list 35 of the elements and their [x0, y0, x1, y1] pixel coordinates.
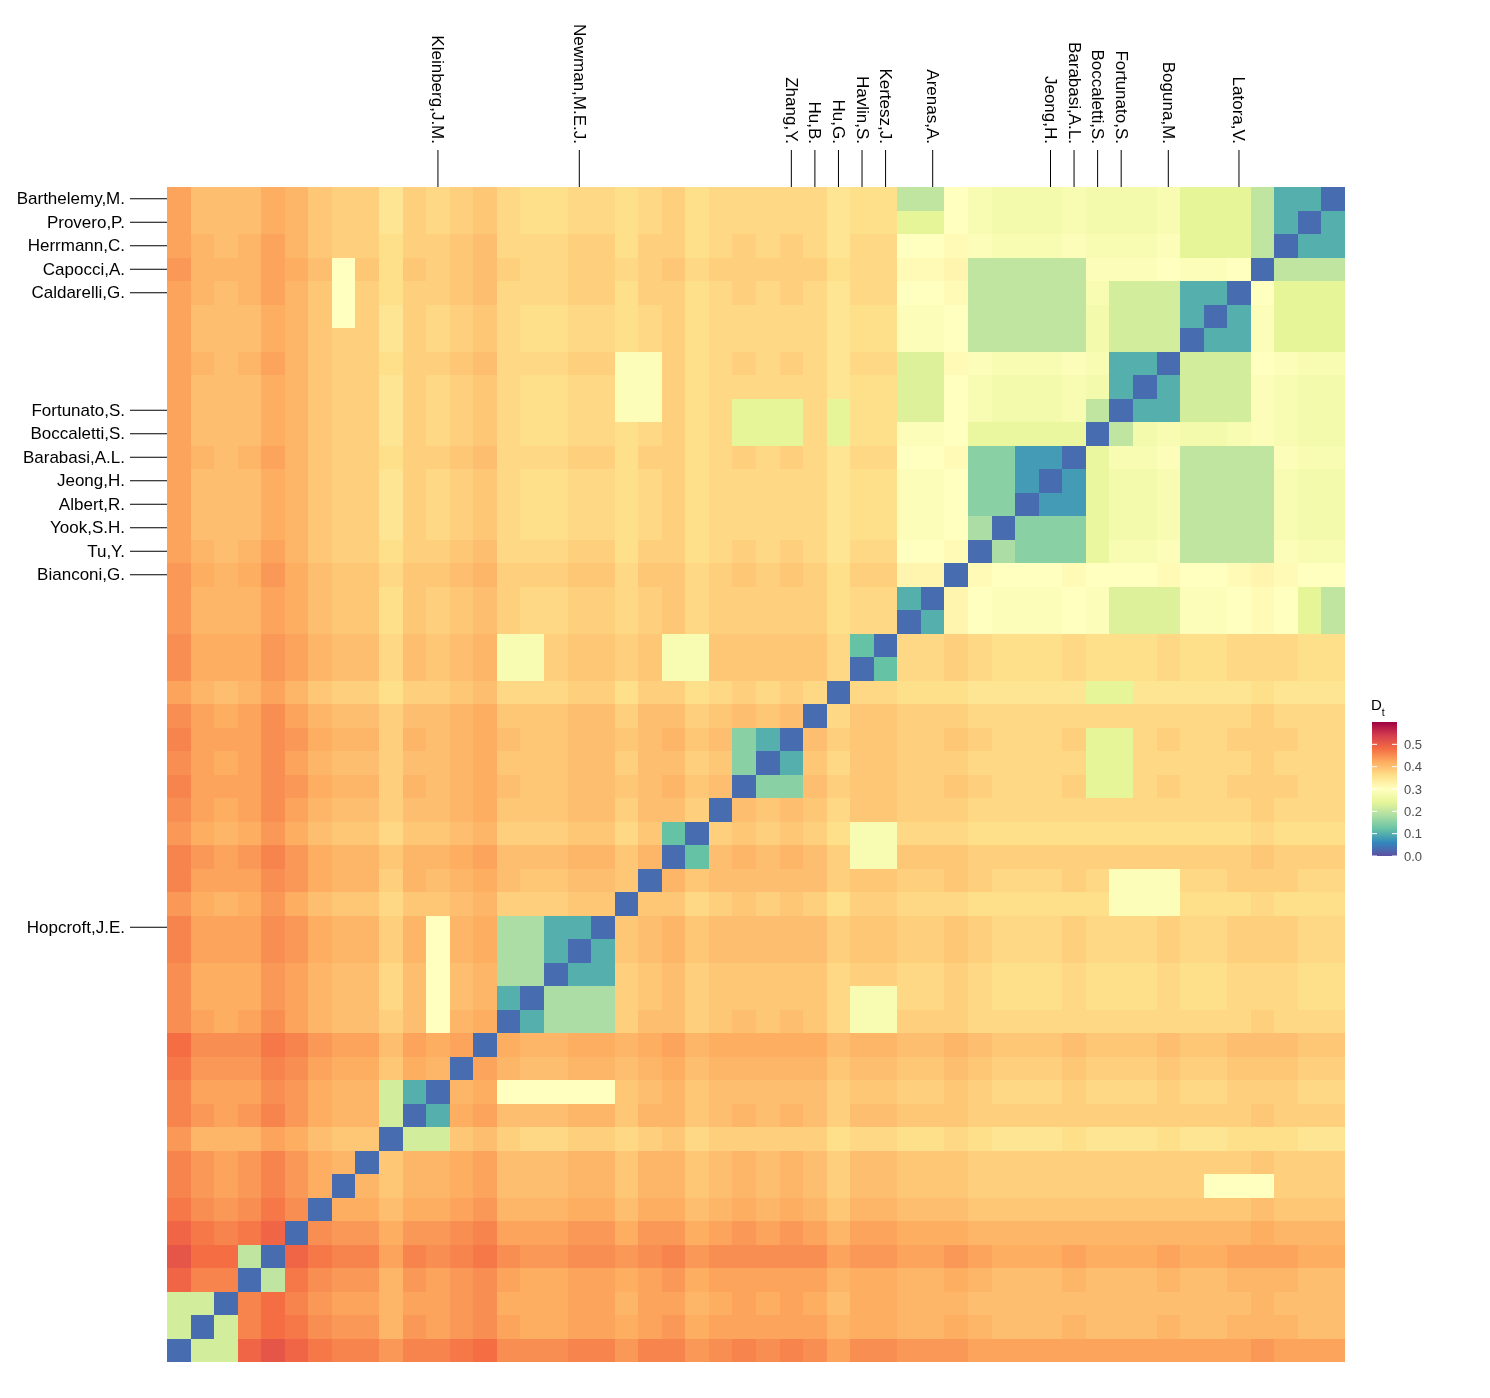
x-tick-label: Hu,G.	[828, 99, 848, 144]
color-bar-label: 0.3	[1404, 781, 1423, 797]
y-tick-label: Caldarelli,G.	[31, 283, 125, 303]
x-tick-label: Arenas,A.	[923, 69, 943, 144]
y-tick-label: Barabasi,A.L.	[22, 447, 125, 467]
y-tick-label: Hopcroft,J.E.	[26, 917, 125, 937]
x-tick-label: Boccaletti,S.	[1088, 49, 1108, 144]
color-bar-title: D$_{t}$	[1371, 696, 1385, 718]
y-tick-label: Provero,P.	[46, 212, 125, 232]
y-tick-label: Herrmann,C.	[27, 236, 125, 256]
x-tick-label: Kertesz,J.	[876, 68, 896, 144]
y-tick-label: Boccaletti,S.	[30, 424, 125, 444]
x-tick-label: Latora,V.	[1229, 76, 1249, 144]
y-tick-label: Jeong,H.	[56, 471, 125, 491]
x-tick-label: Boguna,M.	[1158, 61, 1178, 144]
x-tick-label: Jeong,H.	[1041, 75, 1060, 144]
x-tick-label: Zhang,Y.	[781, 77, 801, 144]
color-bar-label: 0.5	[1404, 736, 1423, 752]
y-tick-label: Yook,S.H.	[50, 518, 125, 538]
y-tick-label: Capocci,A.	[42, 259, 125, 279]
y-tick-label: Tu,Y.	[87, 541, 125, 561]
y-tick-label: Fortunato,S.	[31, 400, 125, 420]
x-tick-label: Kleinberg,J.M.	[428, 35, 448, 144]
x-tick-label: Barabasi,A.L.	[1064, 41, 1084, 144]
y-tick-label: Bianconi,G.	[37, 565, 125, 585]
y-tick-label: Barthelemy,M.	[16, 189, 125, 209]
color-bar-label: 0.2	[1404, 803, 1423, 819]
x-tick-label: Hu,B.	[805, 101, 825, 144]
y-tick-label: Albert,R.	[58, 494, 125, 514]
x-tick-label: Havlin,S.	[852, 75, 872, 144]
x-tick-label: Newman,M.E.J.	[569, 24, 589, 144]
color-bar-label: 0.1	[1404, 826, 1423, 842]
color-bar-label: 0.0	[1404, 848, 1423, 864]
x-tick-label: Fortunato,S.	[1111, 50, 1131, 144]
color-bar-label: 0.4	[1404, 759, 1423, 775]
